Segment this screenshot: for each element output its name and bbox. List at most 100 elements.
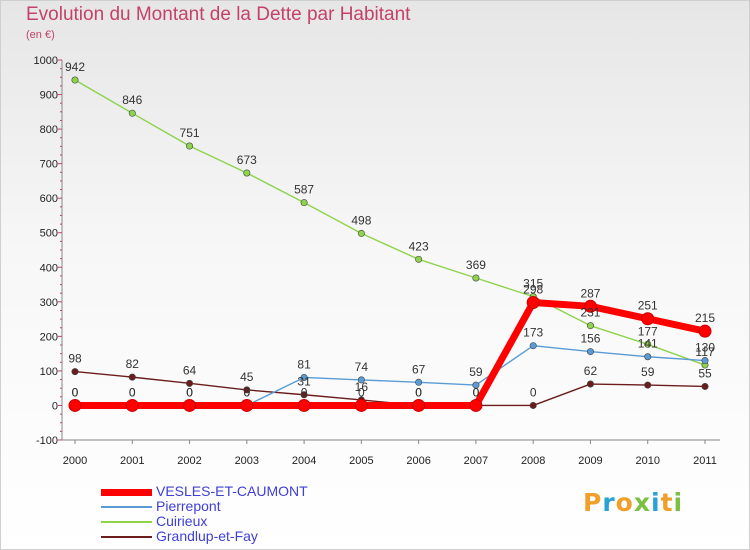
data-point-grandlup-et-fay bbox=[128, 373, 136, 381]
data-label-vesles-et-caumont: 0 bbox=[301, 385, 308, 399]
data-label-grandlup-et-fay: 16 bbox=[355, 380, 369, 394]
data-label-grandlup-et-fay: 0 bbox=[473, 385, 480, 399]
data-point-cuirieux bbox=[128, 109, 136, 117]
data-label-vesles-et-caumont: 0 bbox=[129, 385, 136, 399]
legend-label: Grandlup-et-Fay bbox=[156, 528, 258, 544]
data-label-pierrepont: 0 bbox=[72, 385, 79, 399]
chart-title: Evolution du Montant de la Dette par Hab… bbox=[26, 4, 411, 25]
data-label-grandlup-et-fay: 98 bbox=[68, 352, 82, 366]
logo-letter: x bbox=[633, 488, 651, 517]
data-label-vesles-et-caumont: 0 bbox=[186, 385, 193, 399]
data-point-pierrepont bbox=[701, 357, 709, 365]
y-tick-label: 1000 bbox=[34, 55, 58, 67]
data-point-grandlup-et-fay bbox=[300, 391, 308, 399]
data-label-cuirieux: 587 bbox=[294, 183, 314, 197]
data-label-vesles-et-caumont: 251 bbox=[638, 299, 658, 313]
proxiti-logo: Proxiti bbox=[583, 488, 683, 517]
series-line-vesles-et-caumont bbox=[75, 299, 706, 409]
data-label-grandlup-et-fay: 45 bbox=[240, 370, 254, 384]
x-tick-label: 2002 bbox=[177, 455, 201, 467]
data-label-cuirieux: 231 bbox=[580, 306, 600, 320]
data-label-grandlup-et-fay: 59 bbox=[641, 365, 655, 379]
legend-label: Pierrepont bbox=[156, 498, 221, 514]
y-tick-label: 200 bbox=[40, 331, 58, 343]
data-point-vesles-et-caumont bbox=[183, 398, 197, 412]
y-tick-label: 500 bbox=[40, 228, 58, 240]
y-tick-label: 0 bbox=[52, 400, 58, 412]
data-label-grandlup-et-fay: 55 bbox=[698, 366, 712, 380]
x-tick-label: 2007 bbox=[464, 455, 488, 467]
data-label-cuirieux: 423 bbox=[409, 239, 429, 253]
x-tick-label: 2003 bbox=[235, 455, 259, 467]
data-label-pierrepont: 130 bbox=[695, 341, 715, 355]
x-tick-label: 2004 bbox=[292, 455, 316, 467]
y-tick-label: 600 bbox=[40, 193, 58, 205]
x-tick-label: 2009 bbox=[578, 455, 602, 467]
data-label-pierrepont: 74 bbox=[355, 360, 369, 374]
series-line-pierrepont bbox=[75, 344, 706, 407]
x-tick-label: 2006 bbox=[406, 455, 430, 467]
data-point-vesles-et-caumont bbox=[469, 398, 483, 412]
data-point-grandlup-et-fay bbox=[644, 381, 652, 389]
data-point-grandlup-et-fay bbox=[701, 382, 709, 390]
data-point-pierrepont bbox=[586, 348, 594, 356]
data-point-cuirieux bbox=[586, 322, 594, 330]
data-point-cuirieux bbox=[186, 142, 194, 150]
data-label-cuirieux: 673 bbox=[237, 153, 257, 167]
data-label-cuirieux: 846 bbox=[122, 93, 142, 107]
data-point-cuirieux bbox=[243, 169, 251, 177]
data-label-grandlup-et-fay: 0 bbox=[530, 385, 537, 399]
data-label-pierrepont: 0 bbox=[243, 385, 250, 399]
data-point-grandlup-et-fay bbox=[243, 386, 251, 394]
data-point-vesles-et-caumont bbox=[354, 398, 368, 412]
data-point-pierrepont bbox=[415, 378, 423, 386]
x-tick-label: 2010 bbox=[635, 455, 659, 467]
data-point-pierrepont bbox=[300, 373, 308, 381]
data-label-pierrepont: 0 bbox=[129, 385, 136, 399]
logo-letter: r bbox=[602, 488, 616, 517]
data-point-grandlup-et-fay bbox=[586, 380, 594, 388]
y-tick-label: 100 bbox=[40, 366, 58, 378]
data-point-pierrepont bbox=[472, 381, 480, 389]
data-label-vesles-et-caumont: 0 bbox=[415, 385, 422, 399]
data-label-pierrepont: 67 bbox=[412, 362, 426, 376]
data-point-grandlup-et-fay bbox=[529, 401, 537, 409]
logo-letter: i bbox=[673, 488, 684, 517]
data-point-vesles-et-caumont bbox=[698, 324, 712, 338]
legend-label: Cuirieux bbox=[156, 513, 208, 529]
data-label-pierrepont: 156 bbox=[580, 332, 600, 346]
data-label-vesles-et-caumont: 0 bbox=[72, 385, 79, 399]
series-cuirieux bbox=[71, 76, 709, 369]
legend-swatch bbox=[101, 536, 152, 538]
data-point-vesles-et-caumont bbox=[68, 398, 82, 412]
data-label-cuirieux: 369 bbox=[466, 258, 486, 272]
y-tick-label: 400 bbox=[40, 262, 58, 274]
data-label-pierrepont: 59 bbox=[469, 365, 483, 379]
x-tick-label: 2008 bbox=[521, 455, 545, 467]
legend-label: VESLES-ET-CAUMONT bbox=[156, 483, 308, 499]
y-tick-label: 300 bbox=[40, 297, 58, 309]
data-label-vesles-et-caumont: 287 bbox=[580, 286, 600, 300]
data-point-vesles-et-caumont bbox=[526, 296, 540, 310]
data-label-vesles-et-caumont: 0 bbox=[358, 385, 365, 399]
logo-letter: t bbox=[660, 488, 674, 517]
data-label-cuirieux: 177 bbox=[638, 324, 658, 338]
data-point-pierrepont bbox=[357, 376, 365, 384]
x-tick-label: 2001 bbox=[120, 455, 144, 467]
series-line-grandlup-et-fay bbox=[74, 370, 706, 407]
data-point-vesles-et-caumont bbox=[412, 398, 426, 412]
logo-letter: P bbox=[583, 488, 603, 517]
data-label-pierrepont: 141 bbox=[638, 337, 658, 351]
logo-letter: o bbox=[615, 488, 634, 517]
y-tick-label: 800 bbox=[40, 124, 58, 136]
logo-letter: i bbox=[651, 488, 661, 517]
data-point-grandlup-et-fay bbox=[71, 368, 79, 376]
data-point-grandlup-et-fay bbox=[186, 379, 194, 387]
data-label-pierrepont: 173 bbox=[523, 326, 543, 340]
y-tick-label: -100 bbox=[36, 435, 58, 447]
data-label-grandlup-et-fay: 82 bbox=[126, 357, 140, 371]
y-axis-unit-label: (en €) bbox=[26, 29, 55, 41]
x-tick-label: 2005 bbox=[349, 455, 373, 467]
